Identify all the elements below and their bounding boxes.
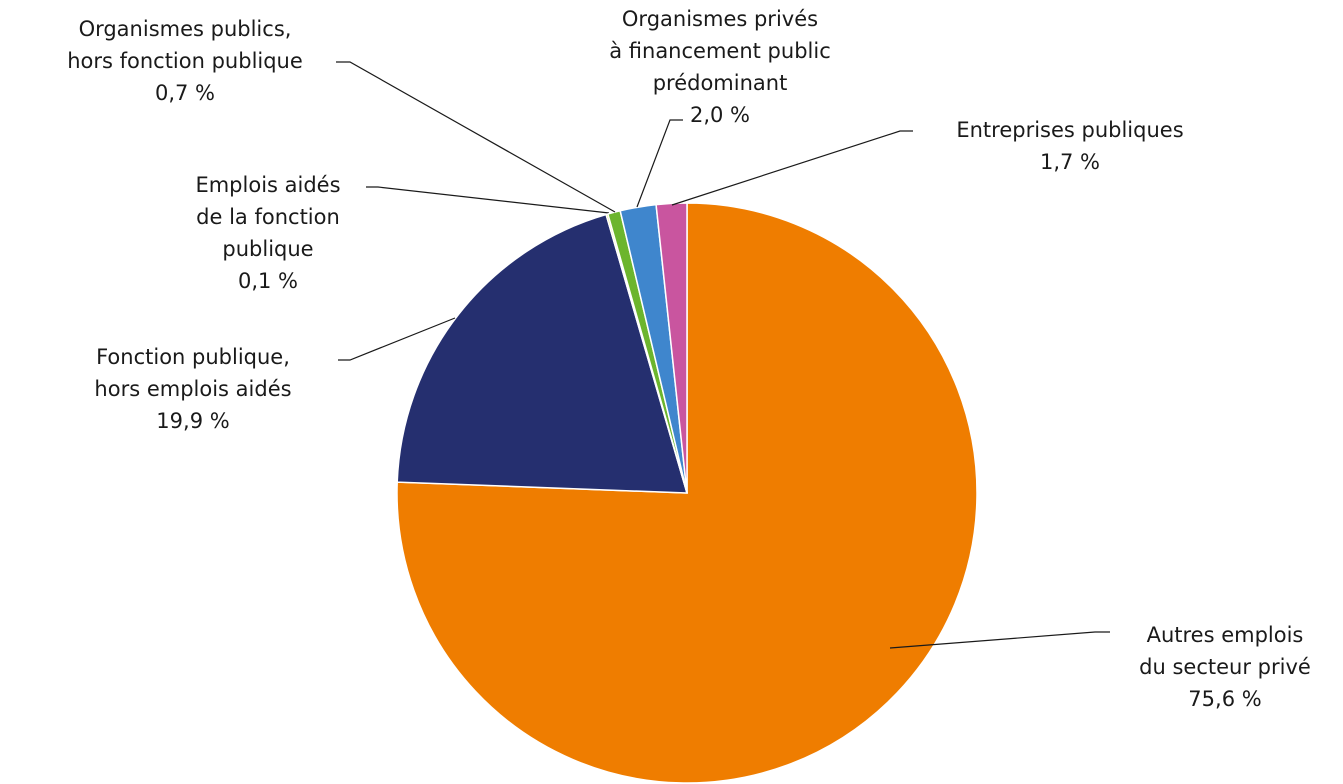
value-label: 19,9 % bbox=[156, 409, 229, 433]
value-label: 0,1 % bbox=[238, 269, 298, 293]
pie-slice bbox=[655, 202, 688, 494]
pie-slice bbox=[396, 213, 689, 494]
leader-line bbox=[671, 130, 913, 206]
leader-line bbox=[366, 186, 610, 214]
slice-label: Emplois aidés de la fonction publique bbox=[195, 173, 340, 261]
slice-label: Entreprises publiques bbox=[956, 118, 1183, 142]
value-label: 0,7 % bbox=[155, 81, 215, 105]
value-label: 75,6 % bbox=[1188, 687, 1261, 711]
value-label: 1,7 % bbox=[1040, 150, 1100, 174]
leader-line bbox=[336, 61, 616, 213]
slice-label: Organismes privés à financement public pré… bbox=[609, 7, 831, 95]
leader-line bbox=[636, 119, 683, 208]
value-label: 2,0 % bbox=[690, 103, 750, 127]
slice-label: Organismes publics, hors fonction publiqu… bbox=[67, 17, 303, 73]
leader-line bbox=[889, 631, 1110, 649]
leader-line bbox=[338, 317, 456, 361]
slice-label: Autres emplois du secteur privé bbox=[1139, 623, 1311, 679]
pie-slice bbox=[396, 202, 978, 784]
slice-label: Fonction publique, hors emplois aidés bbox=[94, 345, 291, 401]
